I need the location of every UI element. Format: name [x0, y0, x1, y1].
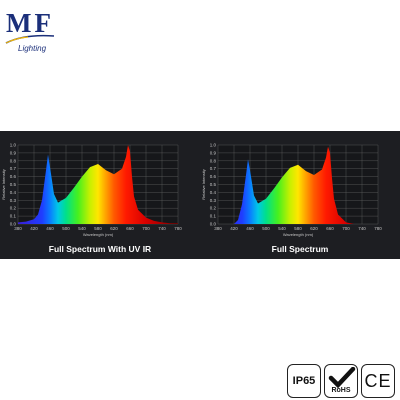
x-tick-label: 540	[278, 226, 286, 231]
x-tick-label: 700	[342, 226, 350, 231]
y-tick-label: 0.0	[210, 222, 217, 227]
x-tick-label: 420	[30, 226, 38, 231]
x-tick-label: 660	[326, 226, 334, 231]
chart-panel-uv-ir: 380 420 460 500 540 580 620 660 700 740 780 0.0 0.1 0…	[0, 131, 200, 259]
chart-title: Full Spectrum With UV IR	[48, 244, 152, 254]
y-tick-label: 1.0	[10, 143, 17, 148]
x-tick-label: 540	[78, 226, 86, 231]
x-tick-label: 580	[294, 226, 302, 231]
x-tick-label: 700	[142, 226, 150, 231]
spectrum-area	[18, 145, 178, 224]
y-tick-label: 1.0	[210, 143, 217, 148]
x-tick-label: 780	[374, 226, 382, 231]
y-tick-label: 0.3	[10, 198, 17, 203]
y-tick-label: 0.1	[210, 214, 217, 219]
x-tick-label: 460	[246, 226, 254, 231]
x-axis-title: Wavelength (nm)	[83, 232, 114, 237]
y-tick-label: 0.7	[210, 166, 217, 171]
y-tick-label: 0.6	[10, 174, 17, 179]
x-tick-label: 380	[214, 226, 222, 231]
x-tick-label: 580	[94, 226, 102, 231]
y-tick-label: 0.7	[10, 166, 17, 171]
y-tick-label: 0.3	[210, 198, 217, 203]
ip65-badge: IP65	[287, 364, 321, 398]
x-tick-label: 380	[14, 226, 22, 231]
y-tick-label: 0.9	[10, 150, 17, 155]
logo-swoosh-icon	[5, 34, 55, 44]
y-tick-label: 0.5	[210, 182, 217, 187]
brand-logo: MF Lighting	[4, 8, 56, 58]
x-tick-label: 420	[230, 226, 238, 231]
x-tick-label: 740	[358, 226, 366, 231]
x-axis-title: Wavelength (nm)	[283, 232, 314, 237]
y-tick-label: 0.9	[210, 150, 217, 155]
ce-label: CE	[364, 371, 392, 391]
y-tick-label: 0.8	[210, 158, 217, 163]
spectrum-area	[218, 146, 378, 224]
x-tick-label: 460	[46, 226, 54, 231]
y-tick-label: 0.2	[210, 206, 217, 211]
spectrum-band: 380 420 460 500 540 580 620 660 700 740 780 0.0 0.1 0…	[0, 131, 400, 259]
y-tick-label: 0.2	[10, 206, 17, 211]
ip65-label: IP65	[292, 375, 316, 387]
x-tick-label: 620	[110, 226, 118, 231]
rohs-badge: RoHS	[324, 364, 358, 398]
y-axis-title: Relative Intensity	[201, 169, 206, 199]
x-tick-label: 500	[62, 226, 70, 231]
ce-badge: CE	[361, 364, 395, 398]
x-tick-label: 500	[262, 226, 270, 231]
y-tick-label: 0.4	[10, 190, 17, 195]
y-tick-label: 0.6	[210, 174, 217, 179]
y-axis-title: Relative Intensity	[1, 169, 6, 199]
x-tick-label: 780	[174, 226, 182, 231]
y-tick-label: 0.1	[10, 214, 17, 219]
spectrum-chart-full: 380 420 460 500 540 580 620 660 700 740 780 0.0 0.1 0…	[201, 143, 382, 238]
checkmark-icon	[328, 367, 356, 389]
chart-panel-full: 380 420 460 500 540 580 620 660 700 740 780 0.0 0.1 0…	[200, 131, 400, 259]
y-tick-label: 0.4	[210, 190, 217, 195]
y-tick-label: 0.8	[10, 158, 17, 163]
x-tick-label: 620	[310, 226, 318, 231]
y-tick-label: 0.5	[10, 182, 17, 187]
y-tick-label: 0.0	[10, 222, 17, 227]
x-tick-label: 740	[158, 226, 166, 231]
spectrum-chart-uv-ir: 380 420 460 500 540 580 620 660 700 740 780 0.0 0.1 0…	[1, 143, 182, 238]
chart-title: Full Spectrum	[271, 244, 329, 254]
logo-letters: MF	[6, 8, 54, 38]
x-tick-label: 660	[126, 226, 134, 231]
rohs-label: RoHS	[331, 387, 351, 394]
logo-tagline: Lighting	[18, 44, 47, 53]
